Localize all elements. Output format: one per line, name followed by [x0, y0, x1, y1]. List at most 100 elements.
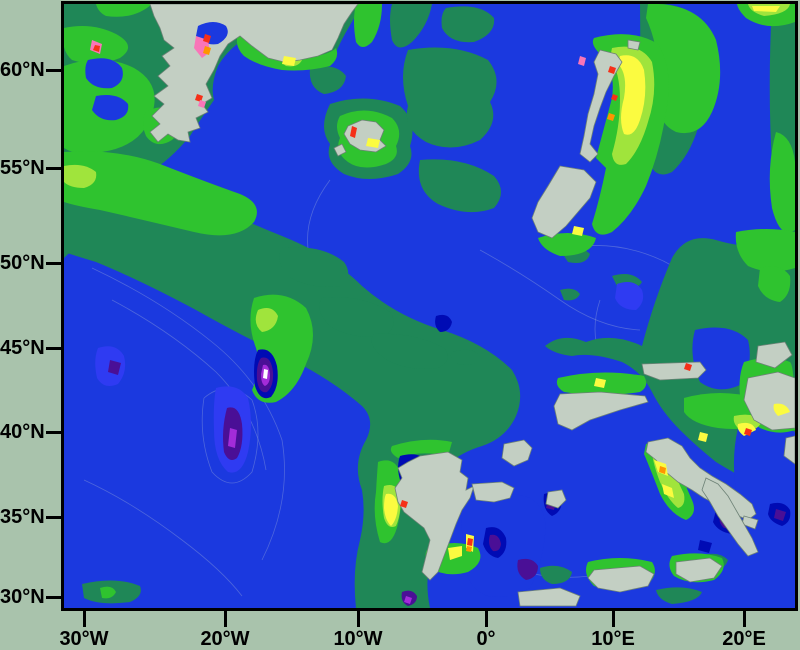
region-red-east1 — [608, 66, 616, 74]
y-tick-label: 55°N — [0, 157, 45, 179]
region-teal-arc-below-island — [418, 159, 501, 213]
region-green-coast-east-fringe — [236, 34, 338, 71]
region-land-l7 — [553, 391, 649, 431]
x-tick — [612, 609, 615, 627]
y-tick — [46, 516, 63, 519]
y-tick-label: 35°N — [0, 506, 45, 528]
region-teal-streak-b — [319, 297, 394, 337]
region-green-south-l4-fringe — [538, 233, 596, 256]
region-red-spain — [400, 500, 408, 508]
x-tick-label: 0° — [476, 628, 496, 650]
region-blue-hole2 — [92, 95, 129, 121]
region-yellow-island — [366, 138, 380, 148]
map-svg — [64, 4, 795, 608]
region-land-lower-isl — [531, 165, 597, 239]
region-yellow-right — [773, 403, 790, 416]
y-tick — [46, 431, 63, 434]
region-green-right-col — [769, 132, 795, 233]
region-lightgreen-west-band — [64, 164, 97, 188]
region-teal-top-col — [390, 4, 432, 48]
region-teal-bot-wisp4 — [540, 565, 572, 584]
region-land-long-isl — [579, 49, 623, 163]
region-land-right2 — [755, 341, 793, 369]
region-purple-se2 — [774, 509, 786, 521]
region-yellow-se-coast — [282, 56, 296, 66]
y-tick — [46, 262, 63, 265]
y-tick — [46, 69, 63, 72]
region-isoline-5 — [479, 249, 641, 331]
region-purple-med2 — [517, 558, 538, 580]
region-red-adr — [744, 428, 752, 436]
region-red-east2 — [611, 94, 618, 101]
region-violet-bottom — [404, 596, 412, 604]
region-red-west — [93, 45, 100, 52]
region-orange-coast — [203, 46, 211, 55]
region-red-coast2 — [195, 94, 203, 102]
region-yellow-l4s — [572, 226, 584, 236]
region-red-island — [350, 126, 357, 138]
region-isoline-7 — [83, 479, 243, 597]
region-purple-med1 — [489, 534, 501, 552]
x-tick — [485, 609, 488, 627]
x-tick-label: 10°W — [333, 628, 383, 650]
region-yellow-boot2 — [662, 484, 674, 498]
region-teal-south-coast-blob — [309, 66, 346, 94]
y-tick-label: 50°N — [0, 252, 45, 274]
region-purple-low-3 — [108, 360, 121, 375]
region-navy-mid — [435, 314, 452, 332]
region-violet-low-1 — [228, 428, 237, 448]
region-land-right3 — [783, 435, 795, 465]
region-yellow-adr0 — [698, 432, 708, 442]
y-tick — [46, 347, 63, 350]
region-land-islet-med — [545, 489, 567, 509]
x-tick-label: 30°W — [59, 628, 109, 650]
region-teal-bot-wisp2 — [656, 587, 702, 604]
region-orange-gib — [466, 546, 472, 552]
region-pink-longisl — [578, 56, 586, 66]
region-land-bot1 — [587, 565, 655, 593]
region-yellow-tr — [752, 6, 780, 12]
region-land-tiny-n — [627, 39, 641, 51]
region-blue-hole-east — [692, 327, 750, 390]
region-land-ne-isl — [501, 439, 533, 467]
region-yellow-alboran — [448, 546, 462, 560]
region-teal-streak-d — [450, 349, 480, 365]
x-tick — [743, 609, 746, 627]
region-teal-dot-3 — [560, 288, 580, 301]
region-orange-east — [607, 113, 615, 121]
x-tick — [224, 609, 227, 627]
region-lightgreen-eye — [255, 308, 278, 332]
x-tick-label: 20°E — [722, 628, 766, 650]
x-tick-label: 20°W — [200, 628, 250, 650]
region-yellow-l7 — [594, 378, 606, 388]
region-red-coast — [203, 34, 211, 43]
region-land-iberia — [394, 451, 475, 581]
x-tick — [357, 609, 360, 627]
region-white-eye — [263, 369, 268, 379]
region-pink-coast2 — [198, 100, 206, 108]
region-red-gib — [467, 538, 473, 546]
region-land-iberia-e — [471, 481, 515, 503]
region-teal-top-mass — [403, 47, 497, 148]
region-land-islet-w — [333, 143, 347, 157]
region-yellow-spain-core — [384, 493, 398, 526]
region-green-east-col — [354, 4, 382, 47]
y-tick-label: 45°N — [0, 337, 45, 359]
y-tick-label: 40°N — [0, 421, 45, 443]
region-teal-topleft-quadrant — [64, 4, 360, 258]
y-tick-label: 60°N — [0, 59, 45, 81]
region-teal-streak-a — [279, 247, 349, 287]
region-red-l8 — [684, 363, 692, 371]
region-isoline-2 — [111, 299, 267, 471]
region-yellow-east-core — [618, 55, 646, 135]
y-tick-label: 30°N — [0, 586, 45, 608]
plot-frame — [61, 1, 798, 611]
region-green-bl-speck — [100, 586, 116, 599]
region-green-right-col2 — [758, 266, 791, 302]
y-tick — [46, 167, 63, 170]
region-green-band-south — [64, 151, 257, 236]
x-tick-label: 10°E — [591, 628, 635, 650]
region-land-right1 — [743, 371, 795, 431]
x-tick — [83, 609, 86, 627]
